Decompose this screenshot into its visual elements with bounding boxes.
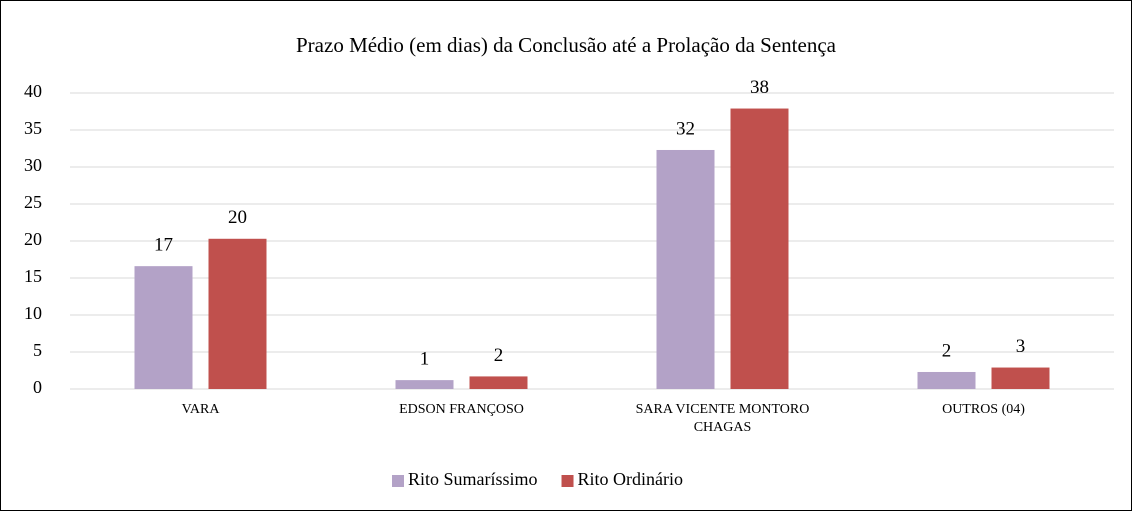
data-label: 1 [420, 348, 430, 369]
chart-title: Prazo Médio (em dias) da Conclusão até a… [296, 33, 837, 57]
legend-label: Rito Ordinário [578, 469, 684, 489]
legend-swatch [561, 475, 574, 487]
y-tick-label: 30 [24, 155, 42, 175]
y-tick-label: 5 [33, 340, 42, 360]
y-tick-label: 35 [24, 118, 42, 138]
y-tick-label: 20 [24, 229, 42, 249]
data-label: 20 [228, 207, 247, 228]
x-tick-label: VARA [181, 402, 220, 417]
bar [991, 367, 1050, 389]
x-tick-label: OUTROS (04) [942, 402, 1025, 417]
bar [469, 376, 528, 389]
bar [917, 371, 976, 389]
y-tick-label: 25 [24, 192, 42, 212]
data-label: 32 [676, 118, 695, 139]
data-label: 2 [942, 340, 952, 361]
bar [656, 149, 715, 389]
y-tick-label: 0 [33, 377, 42, 397]
bar [730, 108, 789, 389]
y-tick-label: 10 [24, 303, 42, 323]
bar [208, 238, 267, 389]
y-tick-label: 15 [24, 266, 42, 286]
data-label: 2 [494, 345, 504, 366]
data-label: 17 [154, 235, 173, 256]
y-tick-label: 40 [24, 81, 42, 101]
data-label: 38 [750, 77, 769, 98]
legend-label: Rito Sumaríssimo [408, 469, 538, 489]
bar [395, 380, 454, 389]
legend-swatch [392, 475, 404, 487]
x-tick-label: SARA VICENTE MONTORO CHAGAS [635, 402, 810, 435]
data-label: 3 [1016, 336, 1026, 357]
x-tick-label: EDSON FRANÇOSO [399, 402, 524, 417]
bar [134, 266, 193, 389]
